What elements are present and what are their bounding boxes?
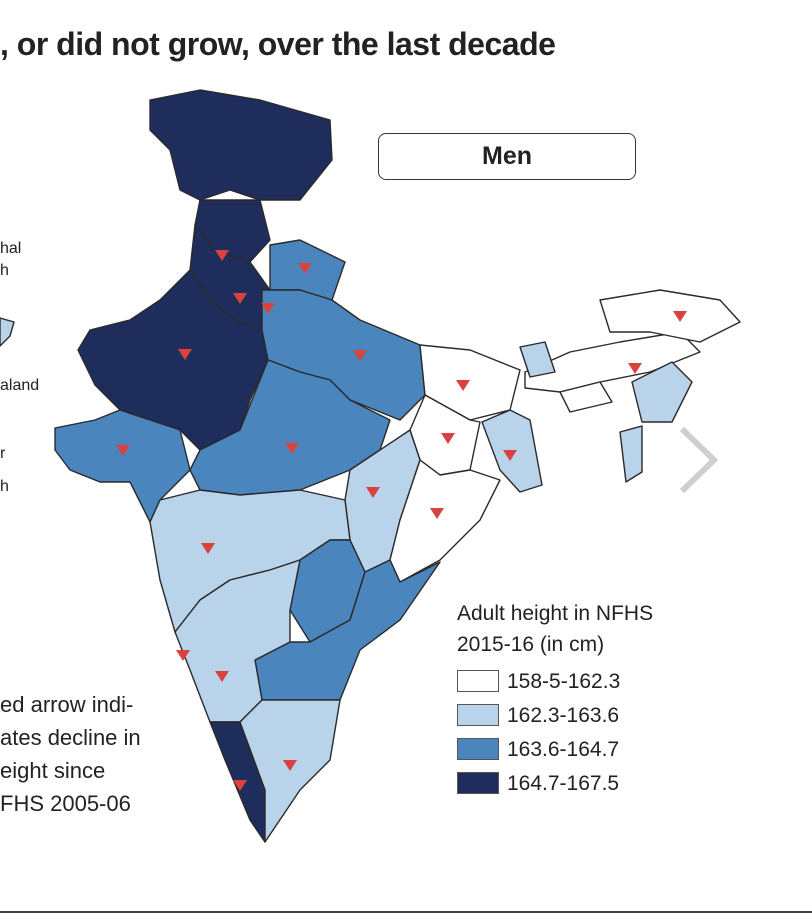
legend-swatch <box>457 738 499 760</box>
state-inset-island <box>0 317 15 347</box>
legend-swatch <box>457 772 499 794</box>
legend-label: 158-5-162.3 <box>507 669 621 693</box>
state-mizoram-tripura <box>619 425 643 483</box>
state-assam <box>524 331 701 393</box>
decline-marker-icon <box>261 303 275 314</box>
side-label: h <box>0 478 9 495</box>
note-line: ed arrow indi- <box>0 692 134 717</box>
legend-item: 164.7-167.5 <box>457 766 653 800</box>
decline-marker-icon <box>673 311 687 322</box>
legend-swatch <box>457 704 499 726</box>
legend: Adult height in NFHS 2015-16 (in cm) 158… <box>457 598 653 800</box>
decline-marker-icon <box>353 350 367 361</box>
decline-marker-icon <box>441 433 455 444</box>
marker-note: ed arrow indi- ates decline in eight sin… <box>0 688 141 820</box>
bottom-divider <box>0 911 812 913</box>
decline-marker-icon <box>233 293 247 304</box>
legend-item: 163.6-164.7 <box>457 732 653 766</box>
decline-marker-icon <box>178 349 192 360</box>
decline-marker-icon <box>298 263 312 274</box>
decline-marker-icon <box>215 250 229 261</box>
decline-marker-icon <box>503 450 517 461</box>
decline-marker-icon <box>366 487 380 498</box>
decline-marker-icon <box>456 380 470 391</box>
legend-subtitle: 2015-16 (in cm) <box>457 633 605 656</box>
side-label: aland <box>0 377 40 394</box>
chevron-right-icon[interactable] <box>676 425 720 495</box>
page-title: , or did not grow, over the last decade <box>0 26 556 62</box>
note-line: ates decline in <box>0 725 141 750</box>
legend-swatch <box>457 670 499 692</box>
legend-item: 158-5-162.3 <box>457 664 653 698</box>
side-label: r <box>0 445 6 462</box>
state-arunachal <box>599 289 741 343</box>
legend-item: 162.3-163.6 <box>457 698 653 732</box>
decline-marker-icon <box>201 543 215 554</box>
decline-marker-icon <box>628 363 642 374</box>
note-line: FHS 2005-06 <box>0 791 131 816</box>
decline-marker-icon <box>285 443 299 454</box>
legend-title: Adult height in NFHS <box>457 602 654 625</box>
decline-marker-icon <box>176 650 190 661</box>
decline-marker-icon <box>116 445 130 456</box>
state-meghalaya <box>559 381 613 413</box>
state-nagaland-manipur <box>631 361 693 423</box>
men-label-box: Men <box>378 133 636 180</box>
state-jammu-kashmir <box>149 89 333 201</box>
legend-label: 164.7-167.5 <box>507 771 620 795</box>
side-label: h <box>0 262 9 279</box>
decline-marker-icon <box>283 760 297 771</box>
side-label: hal <box>0 240 22 257</box>
note-line: eight since <box>0 758 106 783</box>
legend-label: 162.3-163.6 <box>507 703 620 727</box>
state-sikkim <box>519 341 556 378</box>
decline-marker-icon <box>233 780 247 791</box>
decline-marker-icon <box>430 508 444 519</box>
legend-label: 163.6-164.7 <box>507 737 620 761</box>
decline-marker-icon <box>215 671 229 682</box>
